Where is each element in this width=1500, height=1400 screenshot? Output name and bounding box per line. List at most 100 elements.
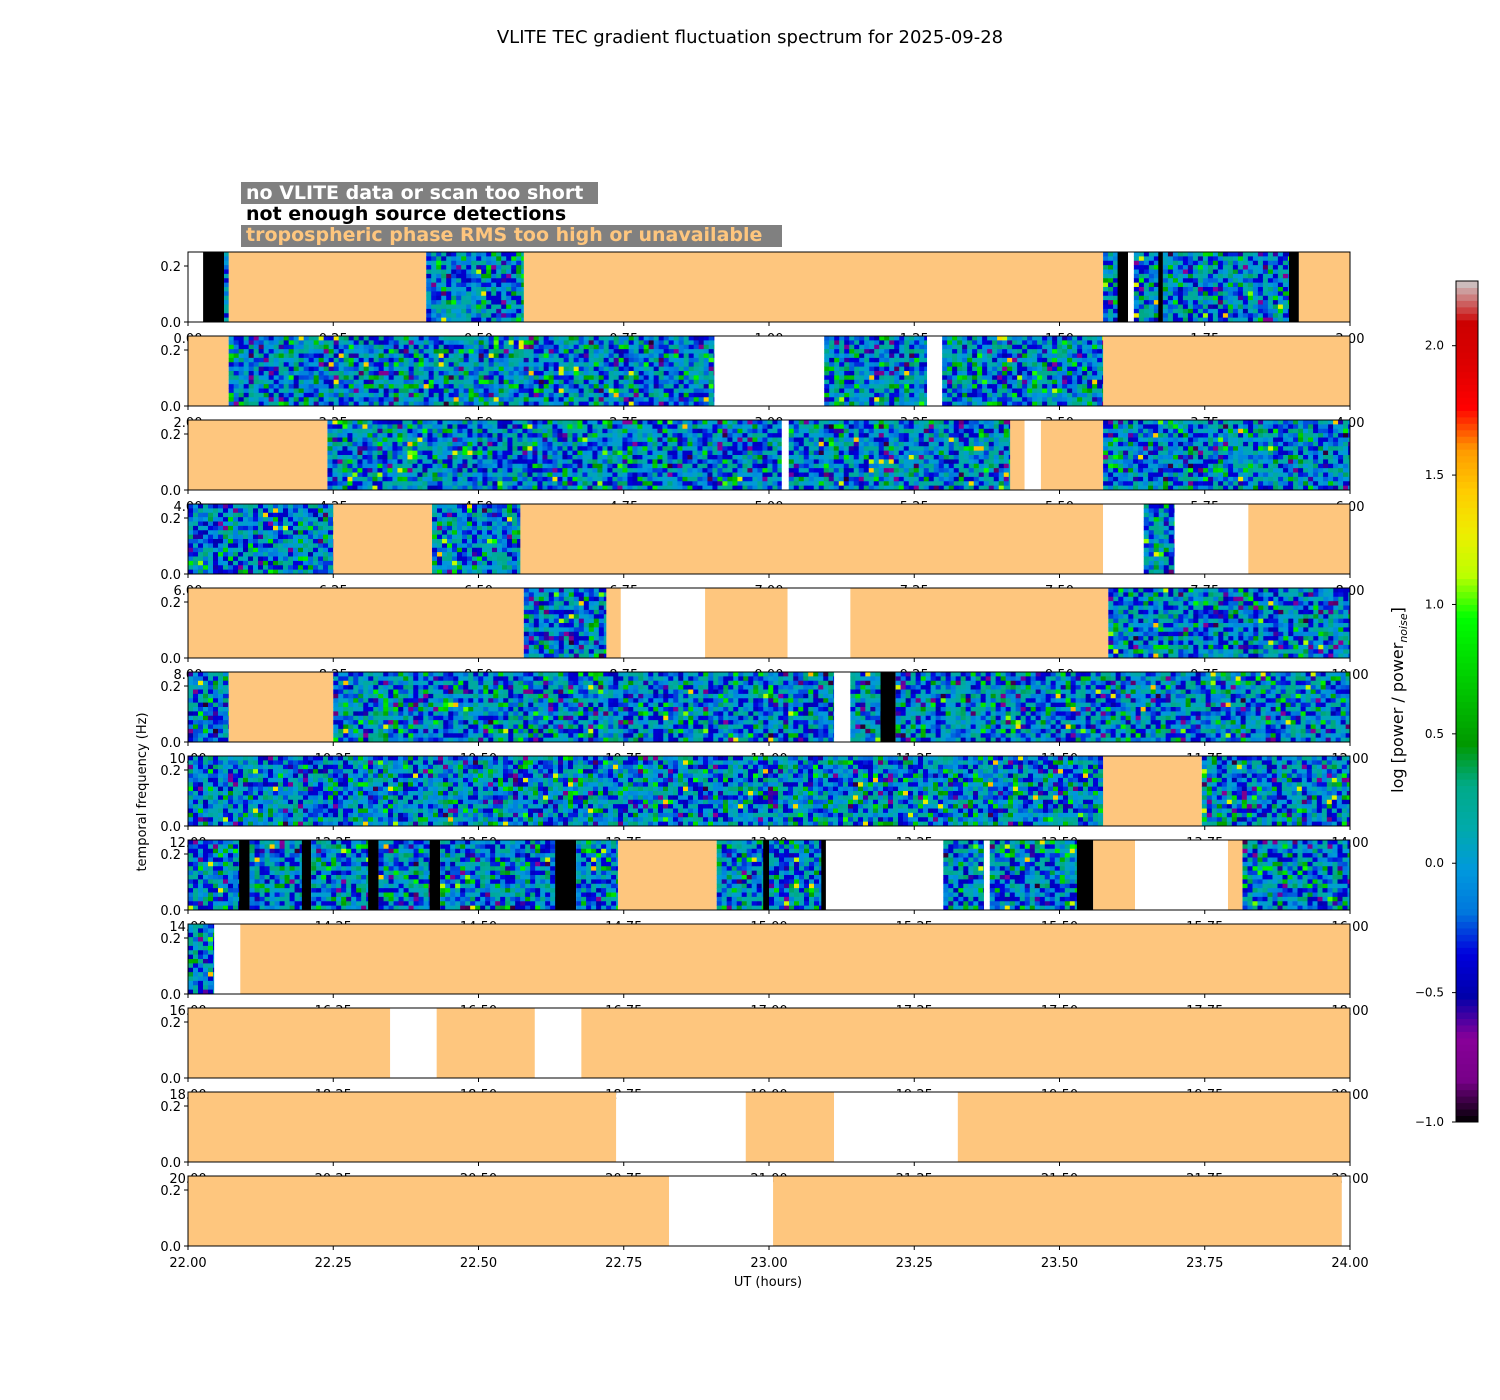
colorbar-swatch	[1456, 488, 1478, 495]
colorbar-swatch	[1456, 455, 1478, 463]
y-tick-label: 0.0	[160, 568, 181, 583]
y-tick-label: 0.0	[160, 1072, 181, 1087]
colorbar-swatch	[1456, 688, 1478, 696]
legend-entry: no VLITE data or scan too short	[246, 182, 583, 204]
spectrum-panel: 0.00.216.0016.2516.5016.7517.0017.2517.5…	[160, 923, 1369, 1019]
colorbar-swatch	[1456, 843, 1478, 851]
colorbar-swatch	[1456, 287, 1478, 295]
tropo-flag-segment	[228, 672, 334, 742]
colorbar-swatch	[1456, 999, 1478, 1007]
spectrum-data-segment	[188, 840, 240, 911]
spectrum-data-segment	[769, 840, 822, 911]
tropo-flag-segment	[333, 504, 433, 574]
colorbar-swatch	[1456, 578, 1478, 586]
y-tick-label: 0.2	[160, 344, 181, 359]
colorbar-swatch	[1456, 947, 1478, 955]
no-data-segment	[825, 840, 944, 910]
x-tick-label: 22.25	[315, 1256, 352, 1271]
colorbar-swatch	[1456, 1024, 1478, 1032]
colorbar-tick-label: −0.5	[1415, 986, 1444, 1000]
colorbar-swatch	[1456, 416, 1478, 424]
spectrum-panel: 0.0 0.2 22.00 22.25 22.50 22.75 23.00 23.25 23.5…	[160, 1175, 1369, 1271]
spectrum-panels: 0.00.20.000.250.500.751.001.251.501.752.…	[160, 251, 1369, 1271]
colorbar-swatch	[1456, 986, 1478, 994]
no-detection-segment	[368, 840, 379, 910]
no-data-segment	[834, 672, 851, 742]
x-tick-label: 23.00	[750, 1256, 787, 1271]
colorbar-swatch	[1456, 384, 1478, 392]
colorbar-swatch	[1456, 979, 1478, 987]
spectrum-data-segment	[1108, 588, 1351, 659]
y-tick-label: 0.2	[160, 764, 181, 779]
no-detection-segment	[1117, 252, 1129, 322]
tropo-flag-segment	[240, 924, 1350, 994]
colorbar-swatch	[1456, 591, 1478, 599]
legend-entry: tropospheric phase RMS too high or unava…	[246, 224, 762, 246]
chart-title: VLITE TEC gradient fluctuation spectrum …	[497, 27, 1003, 48]
spectrum-data-segment	[788, 420, 1011, 491]
colorbar-swatch	[1456, 753, 1478, 761]
spectrum-data-segment	[989, 840, 1078, 911]
colorbar-swatch	[1456, 526, 1478, 534]
y-tick-label: 0.2	[160, 596, 181, 611]
colorbar-swatch	[1456, 468, 1478, 476]
tropo-flag-segment	[1010, 420, 1025, 490]
y-tick-label: 0.0	[160, 652, 181, 667]
colorbar-swatch	[1456, 597, 1478, 605]
colorbar-swatch	[1456, 610, 1478, 618]
colorbar-swatch	[1456, 462, 1478, 470]
y-tick-label: 0.0	[160, 1156, 181, 1171]
spectrum-panel: 0.00.220.0020.2520.5020.7521.0021.2521.5…	[160, 1091, 1369, 1187]
colorbar-swatch	[1456, 313, 1478, 321]
tropo-flag-segment	[1093, 840, 1136, 910]
no-data-segment	[669, 1176, 774, 1246]
colorbar-swatch	[1456, 850, 1478, 858]
spectrum-data-segment	[942, 336, 1104, 407]
colorbar-swatch	[1456, 649, 1478, 657]
spectrum-panel: 0.00.212.0012.2512.5012.7513.0013.2513.5…	[160, 755, 1369, 851]
colorbar-swatch	[1456, 720, 1478, 728]
colorbar-swatch	[1456, 785, 1478, 793]
spectrum-data-segment	[378, 840, 431, 911]
colorbar-swatch	[1456, 449, 1478, 457]
colorbar-swatch	[1456, 824, 1478, 832]
no-data-segment	[214, 924, 241, 994]
colorbar-swatch	[1456, 436, 1478, 444]
colorbar-swatch	[1456, 973, 1478, 981]
no-data-segment	[834, 1092, 958, 1162]
tropo-flag-segment	[523, 252, 1104, 322]
tropo-flag-segment	[1298, 252, 1350, 322]
colorbar-swatch	[1456, 675, 1478, 683]
colorbar-swatch	[1456, 766, 1478, 774]
colorbar-swatch	[1456, 352, 1478, 360]
colorbar-tick-label: 0.0	[1425, 856, 1444, 870]
no-detection-segment	[239, 840, 250, 910]
spectrum-data-segment	[1242, 840, 1351, 911]
colorbar-swatch	[1456, 630, 1478, 638]
tropo-flag-segment	[188, 588, 524, 658]
y-tick-label: 0.2	[160, 932, 181, 947]
colorbar-swatch	[1456, 1050, 1478, 1058]
y-tick-label: 0.0	[160, 400, 181, 415]
colorbar-swatch	[1456, 513, 1478, 521]
y-tick-label: 0.0	[160, 316, 181, 331]
no-data-segment	[927, 336, 943, 406]
y-tick-label: 0.2	[160, 1184, 181, 1199]
y-tick-label: 0.2	[160, 848, 181, 863]
colorbar-swatch	[1456, 546, 1478, 554]
spectrum-data-segment	[188, 924, 215, 995]
x-tick-label: 23.25	[896, 1256, 933, 1271]
colorbar-swatch	[1456, 882, 1478, 890]
colorbar-swatch	[1456, 643, 1478, 651]
tropo-flag-segment	[520, 504, 1104, 574]
spectrum-data-segment	[333, 672, 835, 743]
spectrum-data-segment	[432, 504, 521, 575]
colorbar-swatch	[1456, 876, 1478, 884]
tropo-flag-segment	[1103, 756, 1202, 826]
spectrum-panel: 0.00.218.0018.2518.5018.7519.0019.2519.5…	[160, 1007, 1369, 1103]
spectrum-data-segment	[327, 420, 783, 491]
y-tick-label: 0.0	[160, 736, 181, 751]
no-detection-segment	[301, 840, 312, 910]
tropo-flag-segment	[188, 336, 229, 406]
tropo-flag-segment	[436, 1008, 535, 1078]
